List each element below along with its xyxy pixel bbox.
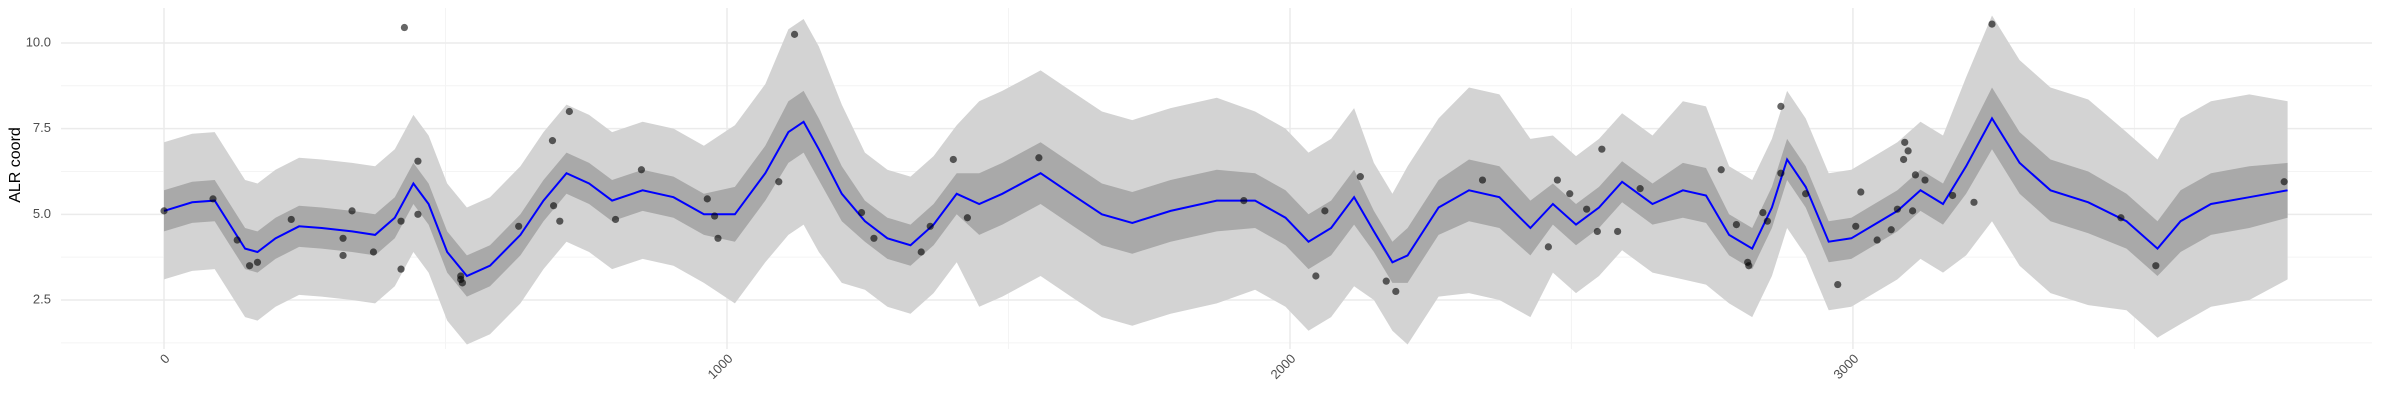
data-point bbox=[711, 212, 719, 220]
data-point bbox=[2280, 178, 2288, 186]
y-tick-label: 2.5 bbox=[33, 291, 51, 306]
data-point bbox=[550, 202, 558, 210]
data-point bbox=[548, 137, 557, 145]
data-point bbox=[1583, 205, 1591, 213]
data-point bbox=[1857, 188, 1865, 196]
data-point bbox=[1759, 209, 1767, 217]
data-point bbox=[414, 157, 422, 165]
data-point bbox=[397, 217, 405, 225]
data-point bbox=[949, 155, 957, 164]
data-point bbox=[245, 262, 254, 270]
data-point bbox=[926, 222, 934, 230]
data-point bbox=[1035, 154, 1043, 162]
data-point bbox=[1777, 102, 1785, 110]
data-point bbox=[1763, 217, 1771, 225]
data-point bbox=[1478, 176, 1487, 184]
data-point bbox=[1566, 190, 1574, 198]
data-point bbox=[1909, 207, 1917, 215]
data-point bbox=[457, 275, 465, 284]
data-point bbox=[637, 166, 646, 174]
data-point bbox=[1321, 207, 1329, 215]
data-point bbox=[1598, 145, 1606, 153]
data-point bbox=[400, 23, 409, 32]
data-point bbox=[565, 107, 573, 116]
data-point bbox=[209, 195, 217, 203]
data-point bbox=[348, 207, 356, 215]
data-point bbox=[1852, 222, 1860, 230]
data-point bbox=[1745, 262, 1753, 270]
data-point bbox=[2117, 214, 2125, 222]
data-point bbox=[714, 234, 722, 242]
data-point bbox=[2152, 262, 2160, 270]
data-point bbox=[703, 195, 711, 203]
data-point bbox=[963, 214, 971, 222]
data-point bbox=[1948, 191, 1957, 200]
data-point bbox=[1312, 272, 1320, 280]
data-point bbox=[1593, 227, 1601, 236]
data-point bbox=[1988, 20, 1996, 28]
data-point bbox=[1901, 138, 1909, 146]
data-point bbox=[1893, 205, 1902, 213]
data-point bbox=[287, 215, 295, 224]
data-point bbox=[1382, 277, 1390, 285]
data-point bbox=[233, 236, 241, 244]
data-point bbox=[1544, 243, 1552, 251]
data-point bbox=[1732, 220, 1741, 229]
data-point bbox=[1636, 185, 1644, 193]
data-point bbox=[1834, 280, 1842, 289]
data-point bbox=[1904, 147, 1912, 155]
data-point bbox=[1921, 176, 1929, 184]
data-point bbox=[790, 30, 799, 38]
data-point bbox=[369, 248, 378, 256]
data-point bbox=[160, 207, 168, 215]
data-point bbox=[917, 248, 925, 256]
data-point bbox=[556, 217, 564, 225]
data-point bbox=[1392, 287, 1400, 296]
data-point bbox=[1553, 176, 1561, 184]
data-point bbox=[1873, 236, 1881, 244]
data-point bbox=[1900, 155, 1908, 164]
data-point bbox=[339, 251, 347, 260]
interval-band bbox=[164, 87, 2288, 297]
data-point bbox=[339, 234, 347, 242]
data-point bbox=[1887, 226, 1895, 234]
data-point bbox=[1777, 169, 1785, 177]
data-point bbox=[1717, 166, 1725, 174]
data-point bbox=[1970, 198, 1978, 206]
data-point bbox=[1240, 197, 1248, 205]
data-point bbox=[515, 222, 523, 230]
data-point bbox=[775, 178, 783, 186]
data-point bbox=[397, 265, 405, 273]
data-point bbox=[253, 258, 262, 266]
y-tick-label: 10.0 bbox=[26, 34, 51, 49]
y-tick-label: 7.5 bbox=[33, 120, 51, 135]
data-point bbox=[414, 210, 422, 218]
y-axis-title: ALR coord bbox=[7, 127, 24, 203]
mean-line bbox=[163, 116, 2288, 278]
data-point bbox=[1911, 171, 1920, 179]
data-point bbox=[1356, 173, 1364, 181]
data-point bbox=[857, 209, 866, 217]
data-point bbox=[1614, 227, 1622, 236]
data-point bbox=[611, 215, 620, 224]
data-point bbox=[1802, 190, 1810, 198]
y-tick-label: 5.0 bbox=[33, 206, 51, 221]
data-point bbox=[870, 234, 878, 242]
